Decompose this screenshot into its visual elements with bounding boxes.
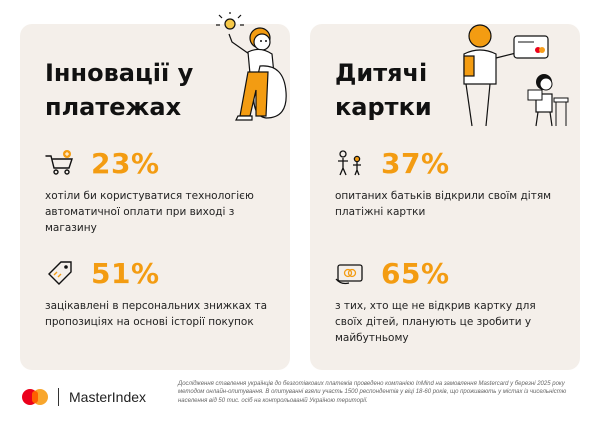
- divider: [58, 388, 59, 406]
- stat-description: хотіли би користуватися технологією авто…: [45, 190, 254, 234]
- mastercard-logo-icon: [22, 389, 48, 405]
- stat-autopay: 23% хотіли би користуватися технологією …: [45, 146, 275, 236]
- stat-description: опитаних батьків відкрили своїм дітям пл…: [335, 190, 552, 218]
- stat-value: 23%: [91, 146, 160, 180]
- stat-value: 51%: [91, 256, 160, 290]
- stat-value: 37%: [381, 146, 450, 180]
- masterindex-logo: MasterIndex: [22, 388, 146, 406]
- price-tag-icon: [45, 258, 75, 288]
- stat-description: з тих, хто ще не відкрив картку для свої…: [335, 300, 536, 344]
- parent-child-card-illustration: [463, 24, 569, 127]
- person-idea-illustration: [216, 12, 287, 121]
- card-title: Інновації у платежах: [45, 59, 194, 121]
- methodology-note: Дослідження ставлення українців до безго…: [178, 381, 567, 404]
- stat-plan-to-open: 65% з тих, хто ще не відкрив картку для …: [335, 256, 565, 346]
- stat-personal-discounts: 51% зацікавлені в персональних знижках т…: [45, 256, 275, 330]
- innovations-card: Інновації у платежах: [20, 12, 290, 370]
- hand-card-icon: [335, 258, 365, 288]
- kids-cards-card: Дитячі картки: [310, 24, 580, 370]
- stat-description: зацікавлені в персональних знижках та пр…: [45, 300, 268, 328]
- card-title: Дитячі картки: [335, 59, 432, 121]
- brand-name: MasterIndex: [69, 389, 147, 405]
- shopping-cart-icon: [45, 148, 75, 178]
- parent-child-icon: [335, 148, 365, 178]
- stat-value: 65%: [381, 256, 450, 290]
- stat-parents-opened: 37% опитаних батьків відкрили своїм дітя…: [335, 146, 565, 220]
